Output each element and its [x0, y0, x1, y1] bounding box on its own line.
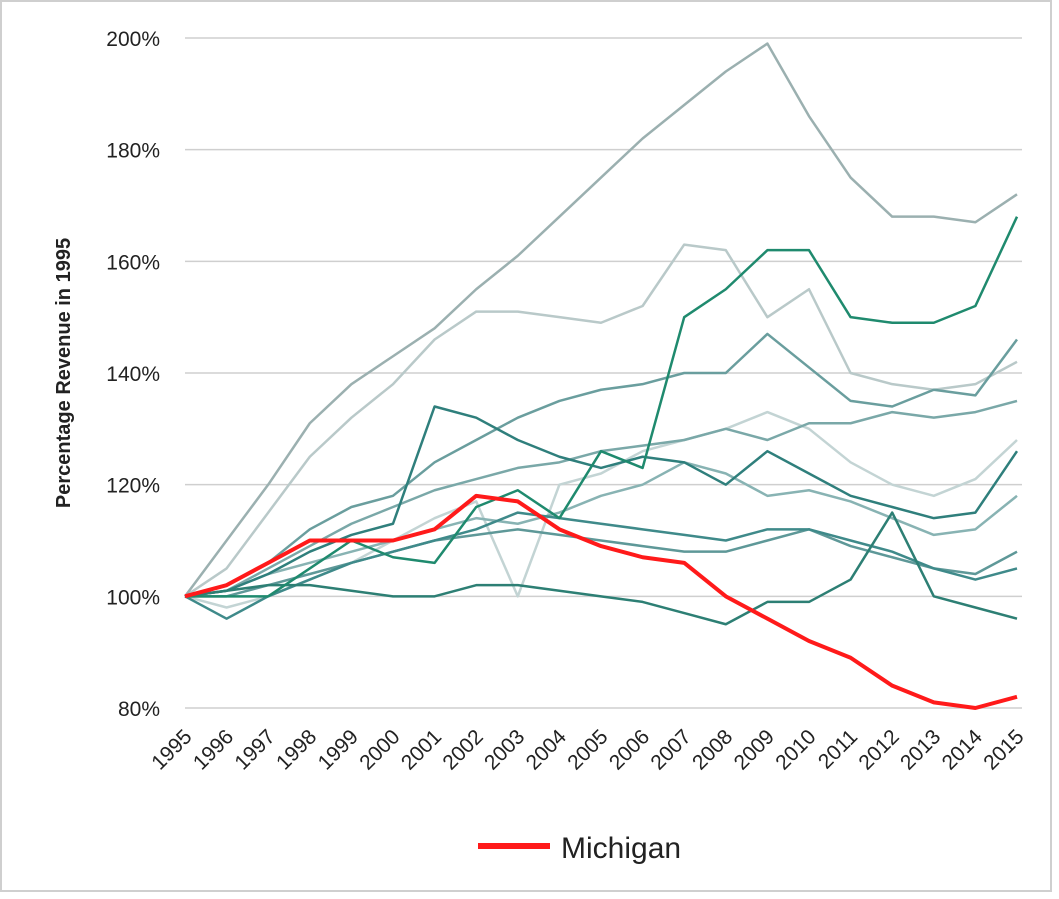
x-tick-label: 2000	[355, 725, 404, 774]
x-tick-label: 1995	[147, 725, 196, 774]
x-tick-label: 1996	[189, 725, 238, 774]
y-tick-label: 100%	[106, 586, 160, 609]
y-tick-label: 160%	[106, 251, 160, 274]
x-tick-label: 2004	[522, 725, 572, 775]
series-line	[183, 42, 1018, 598]
series-line	[184, 405, 1019, 598]
x-tick-label: 2008	[688, 725, 737, 774]
y-tick-label: 140%	[106, 363, 160, 386]
x-tick-label: 2011	[814, 725, 862, 773]
y-tick-label: 200%	[106, 28, 160, 51]
x-tick-label: 2015	[979, 725, 1028, 774]
series-line	[185, 528, 1018, 598]
x-tick-label: 2005	[563, 725, 612, 774]
legend-label: Michigan	[561, 832, 681, 865]
x-tick-label: 2010	[771, 725, 820, 774]
series-line	[184, 332, 1019, 598]
x-tick-label: 1998	[272, 725, 321, 774]
series-line	[184, 511, 1018, 620]
series-line	[184, 243, 1018, 598]
x-tick-label: 2012	[854, 725, 903, 774]
x-tick-label: 2014	[938, 725, 988, 775]
x-tick-label: 1997	[230, 725, 279, 774]
series-line	[185, 216, 1019, 598]
y-axis-label: Percentage Revenue in 1995	[53, 238, 75, 508]
x-tick-label: 2006	[605, 725, 654, 774]
y-tick-label: 80%	[118, 698, 160, 721]
x-tick-label: 2013	[896, 725, 945, 774]
series-line	[184, 410, 1018, 609]
x-tick-label: 2002	[438, 725, 487, 774]
series-line	[184, 511, 1018, 626]
x-tick-label: 2009	[730, 725, 779, 774]
x-tick-label: 2001	[397, 725, 446, 774]
series-line	[184, 493, 1018, 710]
y-tick-label: 120%	[106, 475, 160, 498]
y-tick-label: 180%	[106, 140, 160, 163]
x-tick-label: 1999	[314, 725, 363, 774]
x-tick-label: 2007	[646, 725, 695, 774]
x-tick-label: 2003	[480, 725, 529, 774]
